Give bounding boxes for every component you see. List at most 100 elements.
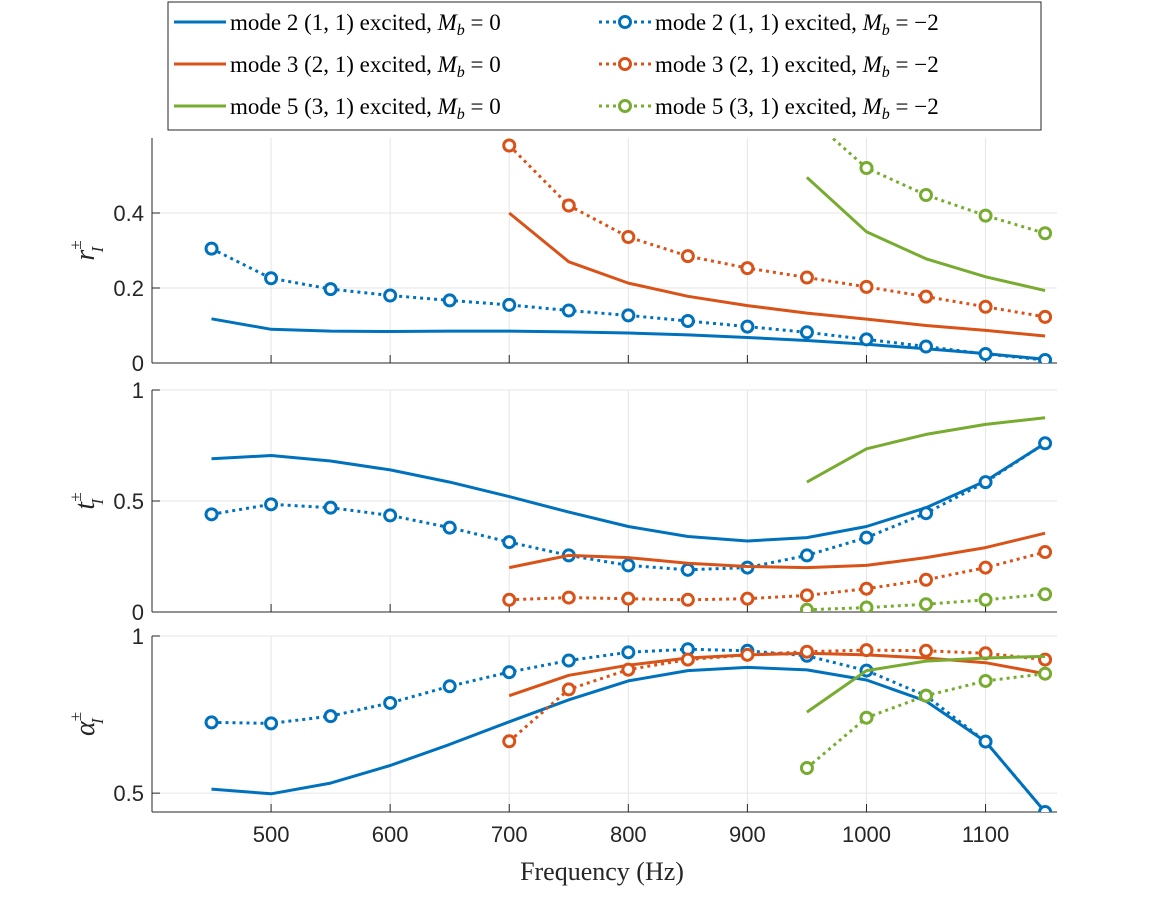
subplots: 0 0.2 0.4 r± I 0 0.5 1 t± I 0.5 1 α± I <box>66 138 1057 813</box>
data-point <box>859 332 874 347</box>
x-tick-label: 1000 <box>842 822 891 847</box>
data-point <box>859 279 874 294</box>
data-point <box>264 497 279 512</box>
data-point <box>561 198 576 213</box>
data-point <box>978 592 993 607</box>
legend-label: mode 2 (1, 1) excited, Mb = 0 <box>230 10 501 39</box>
series-line <box>509 550 1046 602</box>
series-line <box>508 211 1046 338</box>
data-point <box>621 645 636 660</box>
series-line <box>211 317 1046 361</box>
series-line <box>508 648 1046 743</box>
data-point <box>264 271 279 286</box>
x-tick-label: 900 <box>729 822 766 847</box>
legend-box <box>167 1 1042 131</box>
data-point <box>621 591 636 606</box>
data-point <box>859 161 874 175</box>
data-point <box>919 688 934 703</box>
x-tick-label: 800 <box>610 822 647 847</box>
data-point <box>502 297 517 312</box>
legend-entry: mode 3 (2, 1) excited, Mb = 0 <box>174 52 501 81</box>
legend-marker <box>618 15 632 29</box>
data-point <box>442 679 457 694</box>
data-point <box>621 308 636 323</box>
data-point <box>502 138 517 153</box>
data-point <box>383 508 398 523</box>
data-point <box>383 288 398 303</box>
legend-entry: mode 2 (1, 1) excited, Mb = 0 <box>174 10 501 39</box>
data-point <box>1038 436 1053 451</box>
data-point <box>859 581 874 596</box>
data-point <box>621 662 636 677</box>
data-point <box>621 230 636 244</box>
data-point <box>1038 587 1053 602</box>
y-tick-label: 0 <box>132 351 144 376</box>
series-group <box>204 642 1053 812</box>
series-line <box>211 647 1047 812</box>
y-tick-label: 0.5 <box>113 781 144 806</box>
series-line <box>210 247 1046 362</box>
x-axis-label: Frequency (Hz) <box>520 857 684 886</box>
data-point <box>799 325 814 340</box>
data-point <box>919 597 934 612</box>
data-point <box>919 289 934 304</box>
data-point <box>859 600 874 612</box>
subplot-t: 0 0.5 1 t± I <box>66 378 1057 625</box>
y-tick-label: 0.5 <box>113 489 144 514</box>
data-point <box>204 507 219 522</box>
legend-entry: mode 5 (3, 1) excited, Mb = −2 <box>599 94 939 123</box>
data-point <box>978 347 993 361</box>
data-point <box>978 560 993 575</box>
data-point <box>799 761 814 775</box>
legend-entry: mode 3 (2, 1) excited, Mb = −2 <box>599 52 939 81</box>
data-point <box>740 319 755 334</box>
data-point <box>502 734 517 749</box>
data-point <box>502 592 517 607</box>
data-point <box>323 500 338 515</box>
data-point <box>561 653 576 668</box>
x-tick-label: 500 <box>253 822 290 847</box>
data-point <box>978 673 993 688</box>
legend: mode 2 (1, 1) excited, Mb = 0 mode 2 (1, … <box>167 1 1042 131</box>
data-point <box>680 652 695 667</box>
data-point <box>502 535 517 550</box>
x-tick-label: 600 <box>372 822 409 847</box>
x-tick-label: 1100 <box>962 822 1009 847</box>
series-line <box>805 176 1046 293</box>
data-point <box>323 282 338 297</box>
data-point <box>799 602 814 612</box>
data-point <box>919 643 934 658</box>
data-point <box>799 588 814 603</box>
y-axis-label-r: r± I <box>66 240 107 260</box>
data-point <box>383 695 398 710</box>
data-point <box>799 270 814 285</box>
series-line <box>211 665 1047 812</box>
data-point <box>919 572 934 587</box>
data-point <box>1038 226 1053 241</box>
data-point <box>442 293 457 308</box>
data-point <box>561 682 576 697</box>
subplot-r: 0 0.2 0.4 r± I <box>66 138 1057 376</box>
legend-label: mode 5 (3, 1) excited, Mb = −2 <box>655 94 939 123</box>
data-point <box>859 643 874 658</box>
x-axis: 500 600 700 800 900 1000 1100 <box>253 822 1009 847</box>
subplot-alpha: 0.5 1 α± I <box>66 624 1057 813</box>
data-point <box>1038 666 1053 681</box>
data-point <box>740 591 755 606</box>
data-point <box>264 716 279 731</box>
data-point <box>978 734 993 749</box>
data-point <box>740 261 755 276</box>
data-point <box>561 590 576 605</box>
data-point <box>442 520 457 535</box>
y-axis-label-alpha: α± I <box>66 712 107 736</box>
y-axis-label-t: t± I <box>66 492 107 509</box>
data-point <box>859 530 874 545</box>
data-point <box>323 709 338 724</box>
legend-label: mode 3 (2, 1) excited, Mb = −2 <box>655 52 939 81</box>
data-point <box>799 644 814 659</box>
data-point <box>1038 353 1053 363</box>
data-point <box>740 647 755 662</box>
y-tick-label: 0.2 <box>113 276 144 301</box>
